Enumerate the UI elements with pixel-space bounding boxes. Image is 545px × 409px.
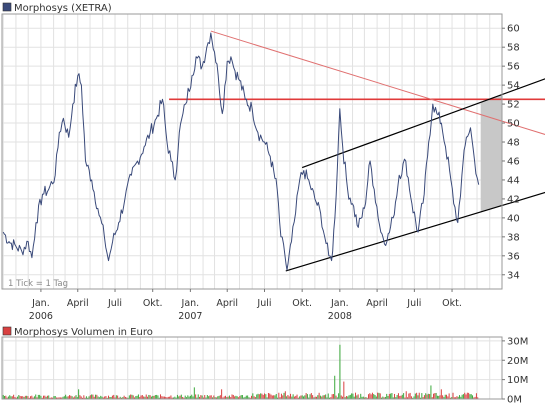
volume-y-tick-label: 20M <box>507 356 528 367</box>
price-x-tick-label: Jan. <box>330 298 349 309</box>
price-x-tick-label: Juli <box>256 298 271 309</box>
price-x-tick-label: April <box>216 298 238 309</box>
price-y-tick-label: 40 <box>507 213 520 224</box>
price-x-tick-label: Jan. <box>31 298 50 309</box>
price-y-tick-label: 60 <box>507 24 520 35</box>
price-x-tick-label: Juli <box>406 298 421 309</box>
volume-y-axis: 0M 10M 20M 30M <box>502 336 528 406</box>
price-y-tick-label: 42 <box>507 194 520 205</box>
price-x-tick-label: April <box>67 298 89 309</box>
price-y-tick-label: 46 <box>507 156 520 167</box>
price-y-tick-label: 58 <box>507 43 520 54</box>
price-y-tick-label: 54 <box>507 81 520 92</box>
price-y-tick-label: 52 <box>507 100 520 111</box>
price-x-tick-label: April <box>366 298 388 309</box>
price-x-tick-label: Jan. <box>181 298 200 309</box>
price-x-tick-label: Okt. <box>292 298 312 309</box>
volume-title: Morphosys Volumen in Euro <box>14 327 153 338</box>
price-y-tick-label: 38 <box>507 232 520 243</box>
price-clip-group <box>2 30 545 272</box>
price-legend-swatch <box>2 2 12 12</box>
price-y-tick-label: 56 <box>507 62 520 73</box>
volume-y-tick-label: 0M <box>507 395 522 406</box>
price-title: Morphosys (XETRA) <box>14 3 112 14</box>
tick-note: 1 Tick = 1 Tag <box>8 279 68 289</box>
volume-plot-border <box>1 336 503 400</box>
price-x-tick-year: 2008 <box>328 311 352 322</box>
price-x-tick-year: 2007 <box>178 311 202 322</box>
price-y-tick-label: 48 <box>507 138 520 149</box>
price-x-tick-label: Juli <box>107 298 122 309</box>
volume-y-tick-label: 10M <box>507 375 528 386</box>
volume-panel: 0M 10M 20M 30M Morphosys Volumen in Euro <box>1 326 528 406</box>
price-plot-border <box>1 13 503 290</box>
price-line <box>2 32 480 271</box>
price-x-tick-year: 2006 <box>29 311 53 322</box>
price-y-tick-label: 50 <box>507 119 520 130</box>
channel-fill <box>480 94 502 212</box>
price-y-tick-label: 44 <box>507 175 520 186</box>
price-panel: 34 36 38 40 42 44 46 48 50 52 54 56 58 60 Jan. 2006 Apr… <box>1 2 545 322</box>
trend-line <box>285 191 545 272</box>
volume-legend-swatch <box>2 326 12 336</box>
price-x-axis: Jan. 2006 April Juli Okt. Jan. 2007 April Juli Ok… <box>29 289 462 322</box>
price-x-tick-label: Okt. <box>143 298 163 309</box>
volume-y-tick-label: 30M <box>507 336 528 347</box>
price-y-tick-label: 34 <box>507 270 520 281</box>
price-y-axis: 34 36 38 40 42 44 46 48 50 52 54 56 58 60 <box>502 24 520 281</box>
trend-line <box>210 30 545 135</box>
price-x-tick-label: Okt. <box>442 298 462 309</box>
price-y-tick-label: 36 <box>507 251 520 262</box>
